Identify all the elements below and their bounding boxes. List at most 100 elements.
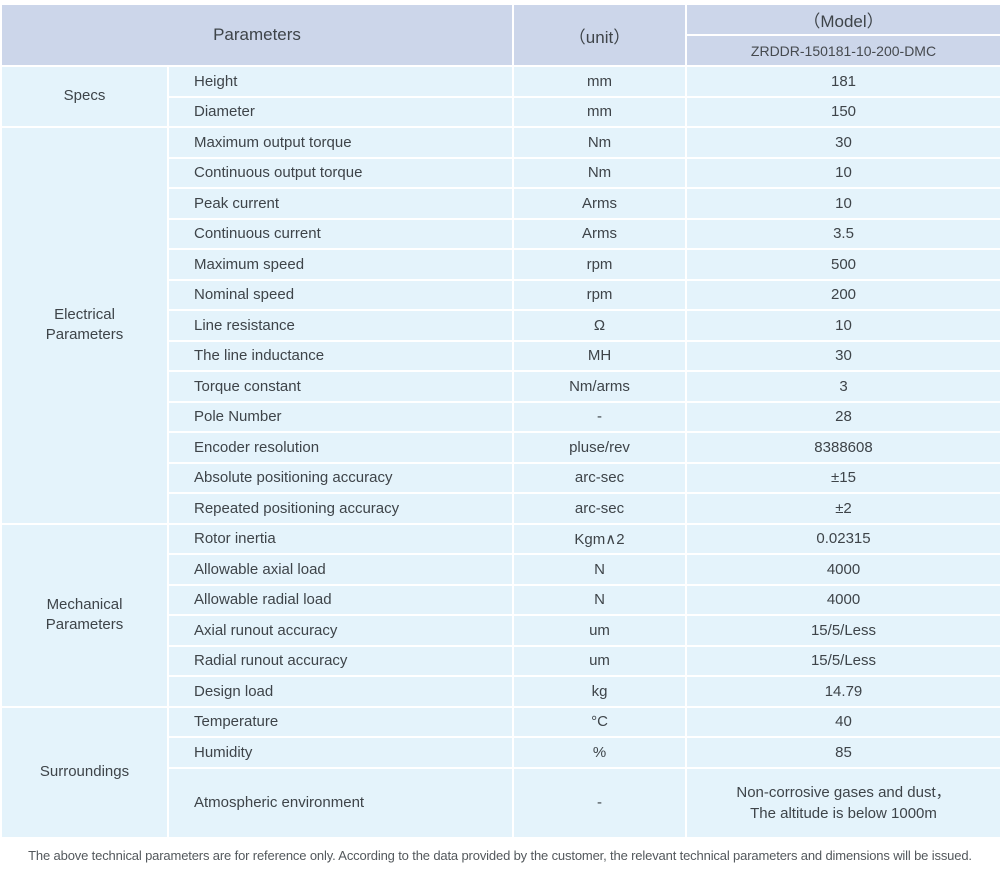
param-cell: Repeated positioning accuracy [167, 492, 514, 525]
param-cell: Peak current [167, 187, 514, 220]
param-cell: Humidity [167, 736, 514, 769]
table-header: Parameters （unit） （Model） ZRDDR-150181-1… [0, 3, 1000, 67]
table-row: Allowable radial load N 4000 [1, 583, 1000, 616]
unit-cell: Nm [512, 126, 687, 159]
param-cell: Continuous output torque [167, 156, 514, 189]
param-cell: Maximum speed [167, 248, 514, 281]
table-row: Atmospheric environment - Non-corrosive ga… [1, 766, 1000, 839]
spec-table: Parameters （unit） （Model） ZRDDR-150181-1… [0, 3, 1000, 839]
param-cell: Atmospheric environment [167, 766, 514, 839]
group-cell-surroundings: Surroundings [0, 705, 169, 839]
param-cell: Line resistance [167, 309, 514, 342]
table-row: Surroundings Temperature °C 40 [0, 705, 1000, 839]
value-cell: 28 [685, 400, 1000, 433]
table-row: Peak current Arms 10 [1, 187, 1000, 220]
unit-cell: arc-sec [512, 492, 687, 525]
value-cell: 150 [685, 95, 1000, 128]
group-cell-specs: Specs [0, 65, 169, 128]
value-cell: 15/5/Less [685, 614, 1000, 647]
unit-cell: Ω [512, 309, 687, 342]
header-row-1: Parameters （unit） （Model） [0, 3, 1000, 67]
unit-cell: mm [512, 65, 687, 98]
unit-cell: Arms [512, 187, 687, 220]
value-cell: 4000 [685, 583, 1000, 616]
unit-cell: mm [512, 95, 687, 128]
unit-cell: Kgm∧2 [512, 522, 687, 555]
param-cell: The line inductance [167, 339, 514, 372]
table-row: Continuous current Arms 3.5 [1, 217, 1000, 250]
table-row: Allowable axial load N 4000 [1, 553, 1000, 586]
footer-note: The above technical parameters are for r… [28, 847, 972, 863]
model-header: （Model） [685, 3, 1000, 36]
param-cell: Maximum output torque [167, 126, 514, 159]
value-cell: 181 [685, 65, 1000, 98]
value-cell: 10 [685, 187, 1000, 220]
value-cell: ±15 [685, 461, 1000, 494]
value-cell: 10 [685, 156, 1000, 189]
param-cell: Temperature [167, 705, 514, 738]
param-cell: Design load [167, 675, 514, 708]
table-row: Mechanical Parameters Rotor inertia Kgm∧2 0… [0, 522, 1000, 708]
parameters-header: Parameters [0, 3, 514, 67]
param-cell: Height [167, 65, 514, 98]
model-number: ZRDDR-150181-10-200-DMC [685, 34, 1000, 67]
value-cell: 8388608 [685, 431, 1000, 464]
param-cell: Axial runout accuracy [167, 614, 514, 647]
table-row: Line resistance Ω 10 [1, 309, 1000, 342]
param-cell: Allowable axial load [167, 553, 514, 586]
value-cell: ±2 [685, 492, 1000, 525]
value-cell: 200 [685, 278, 1000, 311]
table-row: Axial runout accuracy um 15/5/Less [1, 614, 1000, 647]
group-label: Surroundings [39, 762, 130, 780]
table-row: Specs Height mm 181 [0, 65, 1000, 128]
unit-cell: um [512, 644, 687, 677]
unit-header: （unit） [512, 3, 687, 67]
table-row: Torque constant Nm/arms 3 [1, 370, 1000, 403]
value-cell: 14.79 [685, 675, 1000, 708]
group-label: Electrical Parameters [45, 306, 124, 344]
group-label: Mechanical Parameters [45, 595, 124, 633]
param-cell: Nominal speed [167, 278, 514, 311]
unit-cell: um [512, 614, 687, 647]
value-cell: 30 [685, 126, 1000, 159]
unit-cell: Arms [512, 217, 687, 250]
unit-cell: arc-sec [512, 461, 687, 494]
param-cell: Rotor inertia [167, 522, 514, 555]
unit-cell: rpm [512, 248, 687, 281]
unit-cell: Nm/arms [512, 370, 687, 403]
unit-cell: rpm [512, 278, 687, 311]
unit-cell: % [512, 736, 687, 769]
table-row: The line inductance MH 30 [1, 339, 1000, 372]
unit-cell: pluse/rev [512, 431, 687, 464]
param-cell: Encoder resolution [167, 431, 514, 464]
unit-cell: N [512, 583, 687, 616]
table-row: Maximum speed rpm 500 [1, 248, 1000, 281]
param-cell: Torque constant [167, 370, 514, 403]
unit-cell: kg [512, 675, 687, 708]
table-row: Encoder resolution pluse/rev 8388608 [1, 431, 1000, 464]
value-cell: 85 [685, 736, 1000, 769]
param-cell: Radial runout accuracy [167, 644, 514, 677]
value-cell: 0.02315 [685, 522, 1000, 555]
value-cell: 40 [685, 705, 1000, 738]
param-cell: Diameter [167, 95, 514, 128]
value-cell: 500 [685, 248, 1000, 281]
value-cell: 3.5 [685, 217, 1000, 250]
unit-cell: - [512, 766, 687, 839]
header-row-2: ZRDDR-150181-10-200-DMC [1, 34, 1000, 67]
param-cell: Pole Number [167, 400, 514, 433]
table-row: Electrical Parameters Maximum output torq… [0, 126, 1000, 525]
unit-cell: °C [512, 705, 687, 738]
group-cell-mechanical-parameters: Mechanical Parameters [0, 522, 169, 708]
unit-cell: MH [512, 339, 687, 372]
table-row: Diameter mm 150 [1, 95, 1000, 128]
value-cell: 30 [685, 339, 1000, 372]
unit-cell: - [512, 400, 687, 433]
param-cell: Continuous current [167, 217, 514, 250]
unit-cell: N [512, 553, 687, 586]
value-cell: 10 [685, 309, 1000, 342]
value-cell: Non-corrosive gases and dust， The altitu… [685, 766, 1000, 839]
unit-cell: Nm [512, 156, 687, 189]
table-row: Absolute positioning accuracy arc-sec ±15 [1, 461, 1000, 494]
